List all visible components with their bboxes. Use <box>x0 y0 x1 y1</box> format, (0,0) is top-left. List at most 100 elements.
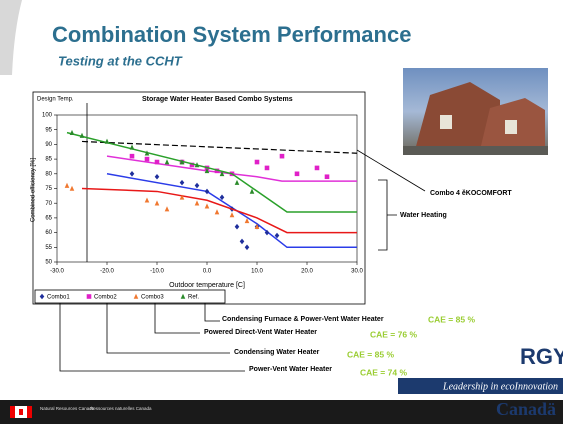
marker <box>154 200 160 206</box>
fit-line <box>81 187 357 234</box>
legend-marker <box>180 293 186 299</box>
marker <box>219 194 225 201</box>
design-temp-label: Design Temp. <box>37 97 74 103</box>
bracket <box>378 179 397 251</box>
bracket-label: Water Heating <box>400 212 447 219</box>
marker <box>144 150 150 156</box>
marker <box>79 132 85 138</box>
callout-line <box>154 303 200 334</box>
marker <box>244 244 250 251</box>
marker <box>179 159 185 165</box>
marker <box>144 156 150 162</box>
marker <box>239 238 245 245</box>
fit-line <box>66 131 357 213</box>
cae-label: CAE = 85 % <box>428 314 475 324</box>
y-tick-label: 55 <box>45 245 52 251</box>
marker <box>189 162 195 168</box>
y-tick-label: 65 <box>45 215 52 221</box>
callout-label: Condensing Water Heater <box>234 349 320 356</box>
marker <box>254 159 260 165</box>
marker <box>154 173 160 180</box>
dept-en: Natural Resources Canada <box>40 406 95 411</box>
reference-label: Combo 4 ěKOCOMFORT <box>430 190 512 197</box>
callout-line <box>204 303 220 322</box>
corner-shape <box>0 0 22 75</box>
marker <box>129 171 135 177</box>
marker <box>264 229 270 236</box>
legend-label: Combo3 <box>141 295 164 301</box>
footer-bar <box>0 400 563 424</box>
y-tick-label: 75 <box>45 186 52 192</box>
x-tick-label: 0.0 <box>203 269 212 275</box>
marker <box>274 232 280 239</box>
slide-title: Combination System Performance <box>52 22 411 47</box>
x-tick-label: 20.0 <box>301 269 313 275</box>
legend-label: Ref. <box>188 295 199 301</box>
callout-label: Condensing Furnace & Power-Vent Water He… <box>222 316 384 323</box>
legend-items: Combo1 Combo2 Combo3 Ref. <box>39 293 199 301</box>
cae-label: CAE = 76 % <box>370 329 417 339</box>
marker <box>194 200 200 206</box>
wordmark: Canadä <box>496 399 556 419</box>
marker <box>69 185 75 191</box>
callout-line <box>59 303 245 372</box>
legend <box>34 289 226 304</box>
y-tick-label: 90 <box>45 142 52 148</box>
marker <box>214 209 220 215</box>
cae-label: CAE = 85 % <box>347 349 394 359</box>
marker <box>154 159 160 165</box>
marker <box>234 223 240 230</box>
marker <box>249 188 255 194</box>
chart: Storage Water Heater Based Combo Systems… <box>31 96 364 289</box>
callout-line <box>106 303 230 354</box>
legend-marker <box>86 294 92 299</box>
brand-fragment: RGY <box>520 344 563 369</box>
fit-line <box>106 155 357 182</box>
marker <box>144 197 150 203</box>
callout-label: Powered Direct-Vent Water Heater <box>204 329 317 336</box>
legend-label: Combo2 <box>94 295 117 301</box>
marker <box>229 212 235 218</box>
marker <box>164 206 170 212</box>
marker <box>69 129 75 135</box>
chart-frame <box>32 91 366 305</box>
marker <box>204 188 210 195</box>
chart-title: Storage Water Heater Based Combo Systems <box>142 96 293 103</box>
x-axis-label: Outdoor temperature [C] <box>169 282 245 289</box>
marker <box>204 203 210 209</box>
y-tick-label: 70 <box>45 201 52 207</box>
marker <box>164 159 170 165</box>
slide-subtitle: Testing at the CCHT <box>58 53 183 68</box>
reference-line <box>81 140 358 154</box>
flag <box>10 406 32 418</box>
photo <box>403 68 548 155</box>
legend-marker <box>133 293 139 299</box>
marker <box>179 194 185 200</box>
marker <box>129 144 135 150</box>
marker <box>194 162 200 168</box>
x-tick-label: 30.0 <box>351 269 363 275</box>
legend-label: Combo1 <box>47 295 70 301</box>
marker <box>179 179 185 186</box>
y-axis-label: Combined efficiency [%] <box>31 158 37 223</box>
marker <box>104 138 110 144</box>
y-tick-label: 100 <box>42 113 53 119</box>
marker <box>129 153 135 159</box>
dept-fr: Ressources naturelles Canada <box>90 406 152 411</box>
x-tick-label: -30.0 <box>50 269 64 275</box>
y-tick-label: 95 <box>45 127 52 133</box>
marker <box>294 171 300 177</box>
marker <box>244 218 250 224</box>
x-tick-label: -10.0 <box>150 269 164 275</box>
marker <box>204 168 210 174</box>
y-tick-label: 60 <box>45 230 52 236</box>
y-tick-label: 50 <box>45 260 52 266</box>
marker <box>214 168 220 174</box>
tagline: Leadership in ecoInnovation <box>442 381 558 392</box>
marker <box>234 179 240 185</box>
x-tick-label: -20.0 <box>100 269 114 275</box>
marker <box>314 165 320 171</box>
marker <box>324 174 330 180</box>
marker <box>194 182 200 189</box>
marker <box>254 223 260 230</box>
